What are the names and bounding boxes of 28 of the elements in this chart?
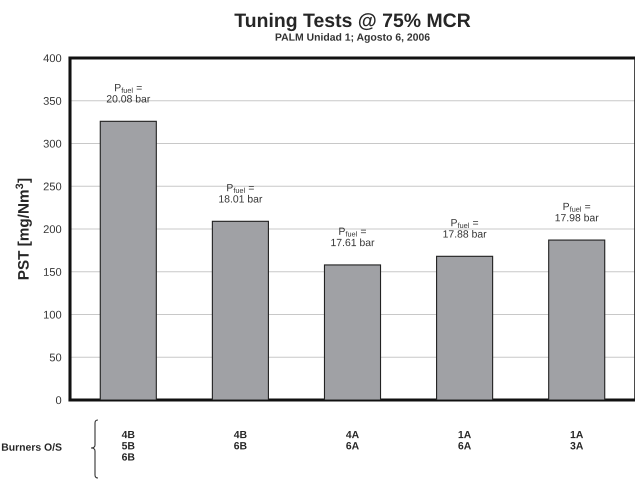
bar (212, 220, 269, 400)
x-tick-label: 4B 5B 6B (122, 430, 134, 461)
annotation: P$_{fuel}$ = 17.61 bar (331, 228, 374, 246)
y-tick-label: 250 (44, 182, 62, 190)
x-tick-label: 1A 3A (570, 430, 584, 450)
x-tick-label: 1A 6A (458, 430, 471, 450)
y-tick-label: 400 (43, 54, 62, 62)
bar (324, 264, 382, 400)
bar (100, 120, 157, 400)
bar (548, 240, 606, 400)
x-tick-label: 4A 6A (346, 430, 359, 450)
y-tick-label: 350 (44, 97, 62, 105)
x-axis-title: Burners O/S (2, 443, 62, 451)
annotation: P$_{fuel}$ = 17.98 bar (555, 202, 599, 222)
y-axis-title: PST [mg/Nm$^{3}$] (16, 178, 32, 280)
y-tick-label: 100 (44, 310, 62, 319)
annotation: P$_{fuel}$ = 20.08 bar (106, 84, 150, 103)
y-tick-label: 150 (44, 268, 62, 276)
y-tick-label: 200 (44, 225, 62, 234)
bar (436, 256, 494, 400)
x-tick-label: 4B 6B (234, 430, 247, 450)
y-tick-label: 0 (56, 396, 62, 404)
y-tick-label: 50 (50, 354, 62, 362)
annotation: P$_{fuel}$ = 18.01 bar (219, 184, 262, 203)
chart-subtitle: PALM Unidad 1; Agosto 6, 2006 (276, 33, 430, 43)
chart-title: Tuning Tests @ 75% MCR (234, 12, 470, 32)
y-tick-label: 300 (44, 140, 62, 148)
annotation: P$_{fuel}$ = 17.88 bar (443, 219, 486, 238)
